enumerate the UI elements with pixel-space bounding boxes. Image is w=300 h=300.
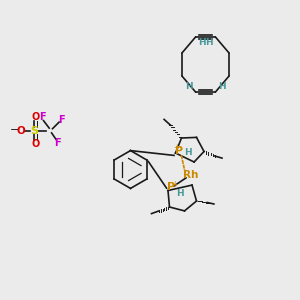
Text: O: O — [31, 139, 40, 149]
Text: H: H — [185, 82, 193, 91]
Text: F: F — [58, 115, 65, 125]
Text: H: H — [184, 148, 191, 157]
Text: F: F — [54, 137, 61, 148]
Text: F: F — [39, 112, 46, 122]
Text: H: H — [199, 38, 206, 47]
Text: O: O — [31, 112, 40, 122]
Text: P: P — [167, 182, 175, 193]
Text: +: + — [173, 142, 180, 152]
Text: −: − — [9, 125, 19, 135]
Text: H: H — [205, 38, 212, 47]
Text: S: S — [31, 125, 38, 136]
Text: +: + — [171, 180, 178, 189]
Text: H: H — [176, 189, 184, 198]
Text: O: O — [16, 125, 26, 136]
Text: H: H — [218, 82, 226, 91]
Text: P: P — [175, 146, 183, 156]
Text: Rh: Rh — [183, 170, 198, 181]
